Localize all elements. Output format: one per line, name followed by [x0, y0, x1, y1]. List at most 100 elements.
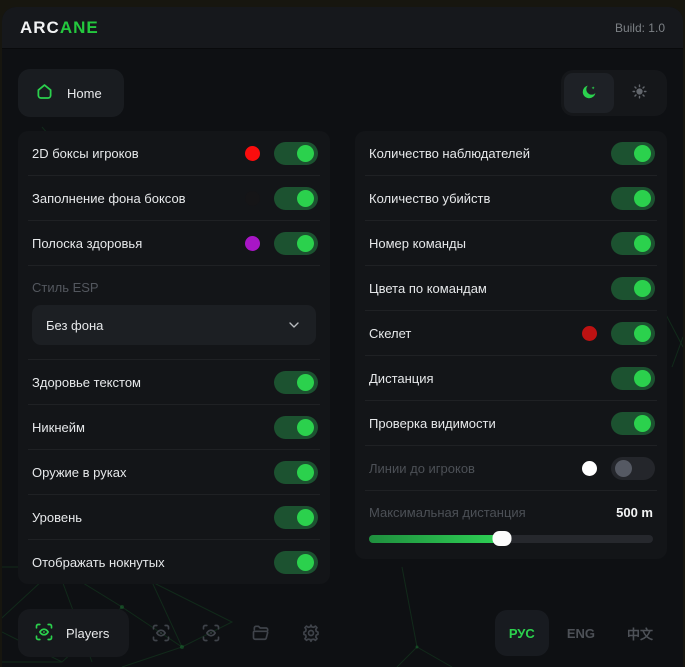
setting-label: Заполнение фона боксов	[32, 190, 186, 206]
setting-label: Линии до игроков	[369, 460, 475, 476]
setting-controls	[611, 186, 655, 210]
language-button[interactable]: РУС	[494, 610, 549, 656]
scan-eye-icon	[201, 623, 221, 643]
slider-fill	[369, 535, 503, 543]
toggle-knob	[297, 144, 314, 162]
color-swatch[interactable]	[245, 190, 260, 206]
toggle-switch[interactable]	[611, 366, 655, 390]
language-button[interactable]: 中文	[613, 610, 667, 656]
setting-row: Количество убийств	[355, 178, 667, 218]
setting-label: Цвета по командам	[369, 280, 487, 296]
gear-icon	[301, 623, 321, 643]
select-value: Без фона	[46, 317, 104, 333]
setting-row: 2D боксы игроков	[18, 133, 330, 173]
toggle-switch[interactable]	[611, 276, 655, 300]
app-window: ARCANE Build: 1.0 Home 2D боксы игроков З…	[2, 7, 683, 667]
settings-column-left: 2D боксы игроков Заполнение фона боксов По…	[18, 131, 330, 584]
theme-switch	[561, 70, 667, 116]
setting-row: Проверка видимости	[355, 403, 667, 443]
toggle-switch[interactable]	[274, 460, 318, 484]
esp-style-select[interactable]: Без фона	[32, 305, 316, 345]
tool-button-gear[interactable]	[289, 611, 333, 655]
setting-label: Дистанция	[369, 370, 434, 386]
toggle-switch[interactable]	[611, 321, 655, 345]
toggle-switch[interactable]	[274, 505, 318, 529]
players-tab[interactable]: Players	[18, 609, 130, 657]
row-divider	[365, 445, 657, 446]
setting-row: Количество наблюдателей	[355, 133, 667, 173]
toggle-knob	[297, 373, 314, 391]
toggle-switch[interactable]	[274, 186, 318, 210]
dark-theme-button[interactable]	[564, 73, 614, 113]
setting-controls	[611, 366, 655, 390]
toggle-switch[interactable]	[611, 456, 655, 480]
setting-label: Уровень	[32, 509, 83, 525]
slider-label: Максимальная дистанция	[369, 504, 526, 520]
toggle-knob	[634, 144, 651, 162]
setting-row: Отображать нокнутых	[18, 542, 330, 582]
row-divider	[365, 310, 657, 311]
distance-slider[interactable]	[369, 531, 653, 546]
row-divider	[28, 404, 320, 405]
toggle-knob	[297, 234, 314, 252]
top-navigation: Home	[2, 49, 683, 117]
select-label: Стиль ESP	[32, 280, 99, 295]
toggle-switch[interactable]	[274, 550, 318, 574]
bottom-bar: Players РУС ENG 中文	[2, 599, 683, 667]
max-distance-section: Максимальная дистанция 500 m	[355, 493, 667, 557]
toggle-knob	[634, 414, 651, 432]
toggle-knob	[297, 189, 314, 207]
setting-label: Никнейм	[32, 419, 85, 435]
setting-controls	[245, 231, 318, 255]
toggle-switch[interactable]	[274, 370, 318, 394]
toggle-switch[interactable]	[274, 141, 318, 165]
settings-column-right: Количество наблюдателей Количество убийст…	[355, 131, 667, 559]
toggle-switch[interactable]	[274, 415, 318, 439]
setting-controls	[245, 186, 318, 210]
toggle-switch[interactable]	[611, 141, 655, 165]
language-button[interactable]: ENG	[553, 610, 609, 656]
logo-text-green: ANE	[59, 17, 99, 37]
color-swatch[interactable]	[582, 325, 597, 341]
slider-handle[interactable]	[492, 531, 512, 546]
settings-columns: 2D боксы игроков Заполнение фона боксов По…	[2, 131, 683, 584]
tool-button-scan-eye[interactable]	[139, 611, 183, 655]
light-theme-button[interactable]	[614, 73, 664, 113]
setting-controls	[582, 456, 655, 480]
toggle-knob	[297, 418, 314, 436]
toggle-knob	[297, 463, 314, 481]
setting-controls	[274, 415, 318, 439]
setting-controls	[274, 370, 318, 394]
slider-value: 500 m	[616, 504, 653, 520]
toggle-switch[interactable]	[274, 231, 318, 255]
moon-icon	[580, 83, 598, 104]
color-swatch[interactable]	[245, 235, 260, 251]
chevron-down-icon	[286, 317, 302, 333]
tool-button-folder[interactable]	[239, 611, 283, 655]
setting-row: Цвета по командам	[355, 268, 667, 308]
build-version: Build: 1.0	[614, 20, 665, 35]
row-divider	[28, 449, 320, 450]
home-tab[interactable]: Home	[18, 69, 124, 117]
esp-style-section: Стиль ESP Без фона	[18, 268, 330, 357]
setting-row: Линии до игроков	[355, 448, 667, 488]
toggle-knob	[634, 324, 651, 342]
setting-label: 2D боксы игроков	[32, 145, 139, 161]
toggle-switch[interactable]	[611, 186, 655, 210]
folder-icon	[251, 623, 271, 643]
setting-row: Номер команды	[355, 223, 667, 263]
setting-label: Количество наблюдателей	[369, 145, 530, 161]
setting-label: Проверка видимости	[369, 415, 496, 431]
color-swatch[interactable]	[582, 460, 597, 476]
toggle-switch[interactable]	[611, 231, 655, 255]
row-divider	[365, 220, 657, 221]
setting-row: Здоровье текстом	[18, 362, 330, 402]
toggle-switch[interactable]	[611, 411, 655, 435]
setting-controls	[611, 141, 655, 165]
row-divider	[365, 175, 657, 176]
language-switcher: РУС ENG 中文	[494, 610, 667, 656]
color-swatch[interactable]	[245, 145, 260, 161]
setting-row: Полоска здоровья	[18, 223, 330, 263]
setting-row: Скелет	[355, 313, 667, 353]
tool-button-scan-eye[interactable]	[189, 611, 233, 655]
